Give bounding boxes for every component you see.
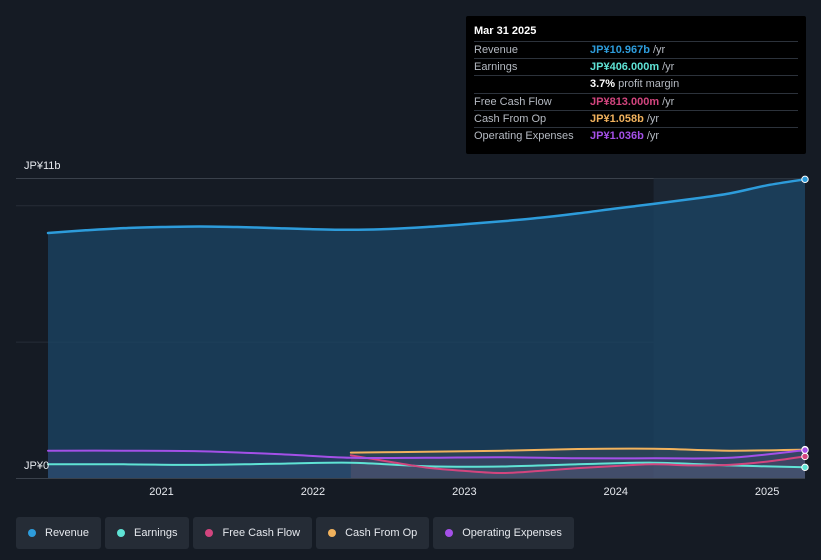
x-tick-label: 2024 xyxy=(603,486,628,498)
tooltip-row-value: JP¥406.000m xyxy=(590,61,660,74)
tooltip-row-label: Revenue xyxy=(474,44,519,57)
free-cash-flow-line xyxy=(349,454,806,475)
tooltip-row: Earnings JP¥406.000m/yr xyxy=(474,58,798,75)
legend-item-label: Revenue xyxy=(45,527,90,539)
earnings-end-point xyxy=(801,463,809,472)
tooltip-row-unit: /yr xyxy=(646,130,660,143)
legend-item-label: Earnings xyxy=(134,527,178,539)
x-tick-label: 2022 xyxy=(300,486,326,498)
tooltip-row-label: Free Cash Flow xyxy=(474,95,552,108)
legend-item-revenue[interactable]: Revenue xyxy=(16,517,102,549)
cash-from-op-line xyxy=(349,447,806,454)
operating-expenses-area xyxy=(48,450,805,479)
legend-dot-icon xyxy=(205,529,214,537)
y-axis-top-label: JP¥11b xyxy=(24,160,61,172)
free-cash-flow-end-point xyxy=(801,452,809,461)
x-tick-label: 2025 xyxy=(754,486,780,498)
revenue-area xyxy=(48,179,805,479)
earnings-line xyxy=(47,461,806,469)
legend-item-cash-from-op[interactable]: Cash From Op xyxy=(316,517,430,549)
x-tick-label: 2021 xyxy=(149,486,174,498)
tooltip-row-value: JP¥813.000m xyxy=(590,95,660,108)
tooltip-row: Operating Expenses JP¥1.036b/yr xyxy=(474,126,798,144)
tooltip-row-label: Cash From Op xyxy=(474,112,547,125)
tooltip-row-value: JP¥1.058b xyxy=(590,112,644,125)
legend-item-operating-expenses[interactable]: Operating Expenses xyxy=(433,517,574,549)
tooltip-row-unit: /yr xyxy=(646,112,660,125)
tooltip-rows: Revenue JP¥10.967b/yr Earnings JP¥406.000m /… xyxy=(474,41,798,144)
tooltip-row-value: JP¥10.967b xyxy=(590,44,650,57)
tooltip-row: Cash From Op JP¥1.058b/yr xyxy=(474,109,798,127)
legend-dot-icon xyxy=(28,529,36,537)
tooltip-row: Free Cash Flow JP¥813.000m/yr xyxy=(474,92,798,110)
tooltip-row-unit: /yr xyxy=(662,61,675,74)
tooltip-row-value: JP¥1.036b xyxy=(590,130,644,143)
data-tooltip: Mar 31 2025 Revenue JP¥10.967b/yr Earnings… xyxy=(466,16,806,154)
legend-item-label: Free Cash Flow xyxy=(222,527,301,539)
legend-item-label: Operating Expenses xyxy=(462,527,562,539)
tooltip-row-value: 3.7% xyxy=(590,78,616,91)
operating-expenses-end-point xyxy=(801,446,809,454)
legend-dot-icon xyxy=(328,529,337,537)
tooltip-row-unit: /yr xyxy=(652,44,666,57)
tooltip-row-label: Operating Expenses xyxy=(474,130,574,143)
chart-area xyxy=(16,175,809,479)
revenue-line xyxy=(46,178,807,235)
legend-dot-icon xyxy=(445,529,454,537)
free-cash-flow-area xyxy=(350,455,805,479)
x-tick-label: 2023 xyxy=(452,486,477,498)
tooltip-row-unit: profit margin xyxy=(618,78,680,91)
revenue-end-point xyxy=(801,175,809,184)
tooltip-row: Revenue JP¥10.967b/yr xyxy=(474,41,798,58)
legend-item-label: Cash From Op xyxy=(345,527,418,539)
tooltip-row-unit: /yr xyxy=(662,95,675,108)
chart-legend: Revenue Earnings Free Cash Flow Cash From O… xyxy=(16,517,574,549)
y-axis-bottom-label: JP¥0 xyxy=(24,460,50,472)
tooltip-date: Mar 31 2025 xyxy=(474,25,537,37)
tooltip-row-label: Earnings xyxy=(474,61,518,74)
legend-item-free-cash-flow[interactable]: Free Cash Flow xyxy=(193,517,313,549)
tooltip-row: 3.7% profit margin xyxy=(474,75,798,92)
legend-item-earnings[interactable]: Earnings xyxy=(105,517,190,549)
legend-dot-icon xyxy=(117,529,126,537)
operating-expenses-line xyxy=(47,449,806,460)
